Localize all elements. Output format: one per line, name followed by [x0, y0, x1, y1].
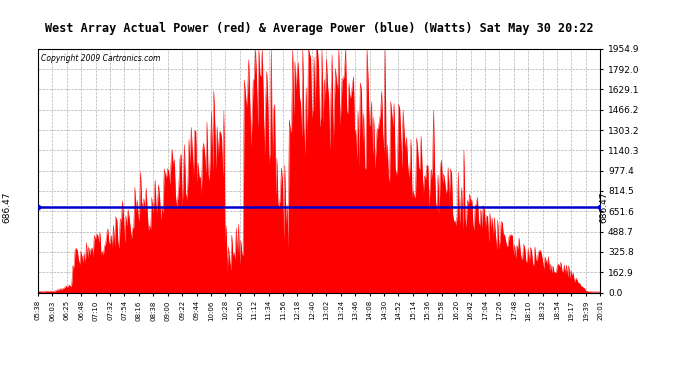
- Text: 686.47: 686.47: [599, 191, 609, 223]
- Text: West Array Actual Power (red) & Average Power (blue) (Watts) Sat May 30 20:22: West Array Actual Power (red) & Average …: [45, 22, 593, 35]
- Text: Copyright 2009 Cartronics.com: Copyright 2009 Cartronics.com: [41, 54, 160, 63]
- Text: 686.47: 686.47: [2, 191, 12, 223]
